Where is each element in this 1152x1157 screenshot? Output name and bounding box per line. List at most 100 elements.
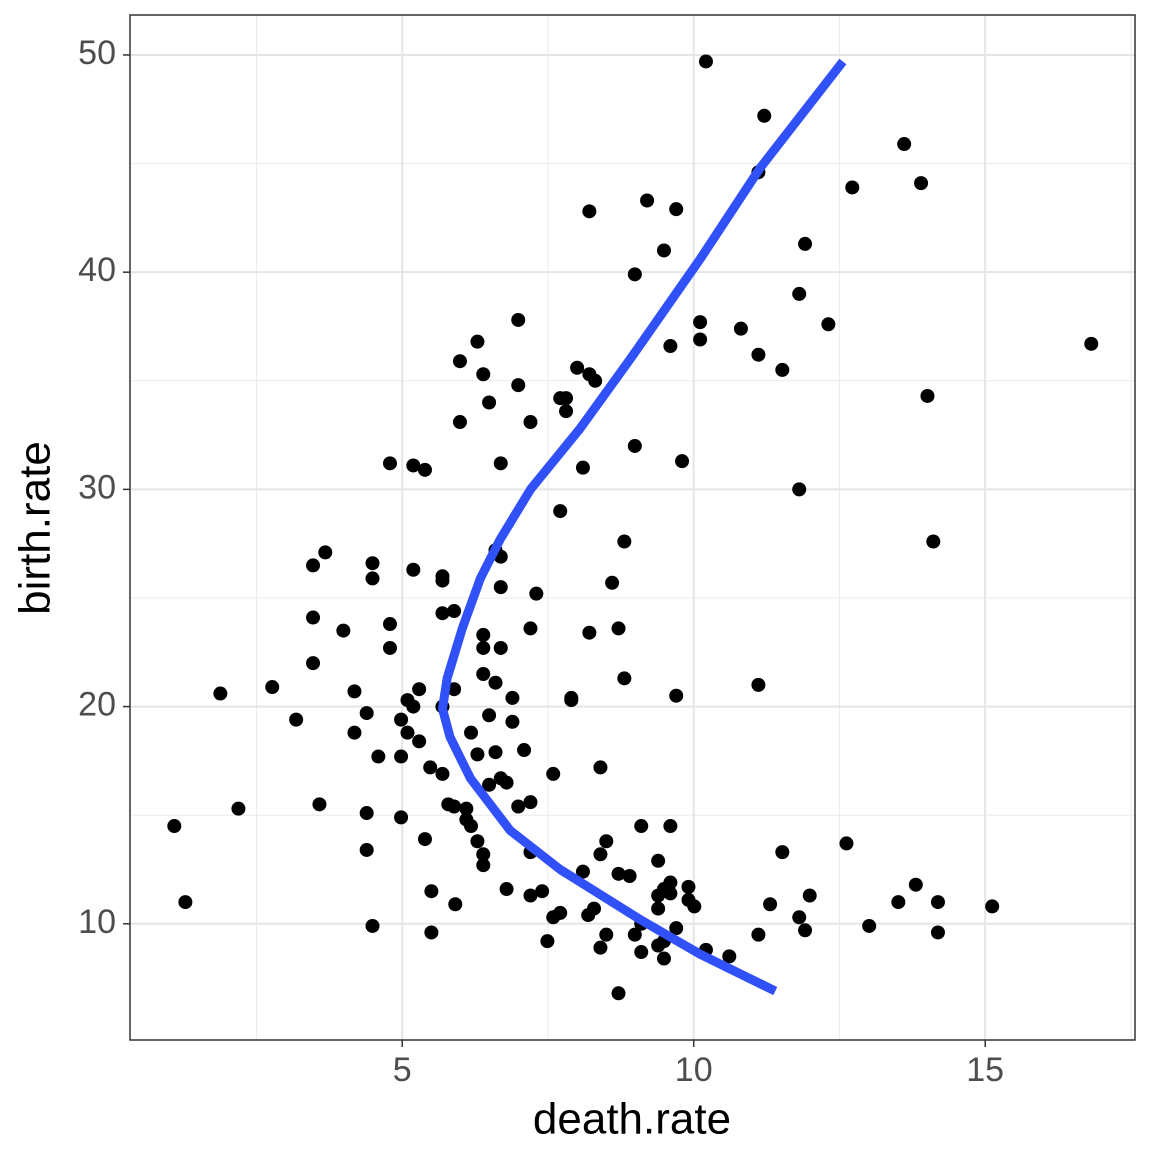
point (424, 884, 439, 899)
point (698, 54, 713, 69)
point (523, 621, 538, 636)
marks (167, 54, 1099, 1001)
point (423, 760, 438, 775)
point (312, 797, 327, 812)
point (611, 621, 626, 636)
point (493, 640, 508, 655)
point (681, 892, 696, 907)
point (798, 236, 813, 251)
point (318, 545, 333, 560)
point (599, 834, 614, 849)
point (406, 699, 421, 714)
point (535, 884, 550, 899)
point (622, 869, 637, 884)
y-tick-label: 30 (78, 468, 116, 506)
point (359, 842, 374, 857)
point (371, 749, 386, 764)
point (306, 610, 321, 625)
point (599, 927, 614, 942)
point (400, 725, 415, 740)
point (546, 766, 561, 781)
point (493, 580, 508, 595)
point (382, 456, 397, 471)
point (517, 743, 532, 758)
point (634, 945, 649, 960)
point (359, 706, 374, 721)
point (693, 315, 708, 330)
point (757, 108, 772, 123)
point (476, 858, 491, 873)
point (920, 388, 935, 403)
point (476, 847, 491, 862)
point (681, 879, 696, 894)
point (482, 777, 497, 792)
point (511, 799, 526, 814)
point (540, 934, 555, 949)
panel-border (129, 14, 1136, 1041)
point (406, 562, 421, 577)
point (488, 675, 503, 690)
point (656, 243, 671, 258)
point (511, 378, 526, 393)
point (412, 734, 427, 749)
point (570, 360, 585, 375)
point (452, 415, 467, 430)
point (651, 888, 666, 903)
point (593, 847, 608, 862)
y-axis-title: birth.rate (11, 441, 60, 615)
point (669, 921, 684, 936)
point (627, 438, 642, 453)
point (476, 667, 491, 682)
point (482, 708, 497, 723)
point (559, 391, 574, 406)
point (588, 373, 603, 388)
point (611, 986, 626, 1001)
point (435, 606, 450, 621)
point (617, 671, 632, 686)
point (792, 286, 807, 301)
point (663, 819, 678, 834)
point (798, 923, 813, 938)
point (862, 918, 877, 933)
point (675, 454, 690, 469)
point (559, 404, 574, 419)
point (775, 362, 790, 377)
point (617, 534, 632, 549)
point (424, 925, 439, 940)
point (775, 845, 790, 860)
point (493, 456, 508, 471)
point (306, 656, 321, 671)
point (821, 317, 836, 332)
point (897, 137, 912, 152)
point (265, 680, 280, 695)
point (470, 834, 485, 849)
point (511, 312, 526, 327)
point (651, 853, 666, 868)
point (930, 895, 945, 910)
point (908, 877, 923, 892)
point (605, 575, 620, 590)
point (669, 688, 684, 703)
point (499, 775, 514, 790)
point (417, 832, 432, 847)
point (447, 682, 462, 697)
point (634, 819, 649, 834)
point (365, 918, 380, 933)
point (447, 799, 462, 814)
point (382, 617, 397, 632)
point (792, 910, 807, 925)
point (930, 925, 945, 940)
point (733, 321, 748, 336)
point (593, 940, 608, 955)
point (394, 810, 409, 825)
point (669, 202, 684, 217)
point (505, 714, 520, 729)
point (412, 682, 427, 697)
point (482, 395, 497, 410)
point (564, 693, 579, 708)
point (802, 888, 817, 903)
point (359, 806, 374, 821)
point (663, 339, 678, 354)
point (448, 897, 463, 912)
